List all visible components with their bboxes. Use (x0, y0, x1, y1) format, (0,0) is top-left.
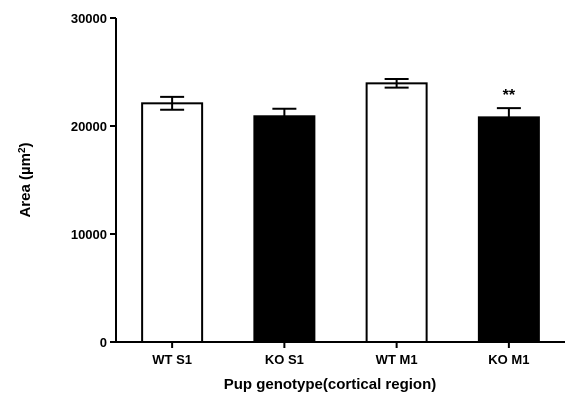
x-axis-ticks: WT S1 KO S1 WT M1 KO M1 (152, 342, 529, 367)
bar-wt-s1 (141, 102, 204, 343)
x-tick-label: KO M1 (488, 352, 529, 367)
bar-ko-m1 (477, 116, 540, 343)
x-tick-label: KO S1 (265, 352, 304, 367)
x-axis-title: Pup genotype(cortical region) (224, 376, 437, 393)
error-bars-group (160, 78, 521, 118)
bar-ko-s1 (253, 115, 316, 343)
x-tick-label: WT M1 (376, 352, 418, 367)
y-axis-title-end: ) (17, 142, 34, 147)
y-axis-title: Area (µm2) (17, 142, 35, 217)
y-tick-label: 10000 (71, 227, 107, 242)
y-tick-label: 30000 (71, 11, 107, 26)
bar-wt-m1 (365, 82, 428, 343)
bars-group (141, 82, 540, 343)
significance-annotation: ** (503, 87, 516, 104)
x-tick-label: WT S1 (152, 352, 192, 367)
y-axis-title-main: Area (µm (17, 153, 34, 218)
y-tick-label: 0 (100, 335, 107, 350)
y-tick-label: 20000 (71, 119, 107, 134)
y-axis-title-superscript: 2 (17, 147, 28, 153)
annotations-group: ** (503, 87, 516, 104)
y-axis-ticks: 0 10000 20000 30000 (71, 11, 116, 350)
